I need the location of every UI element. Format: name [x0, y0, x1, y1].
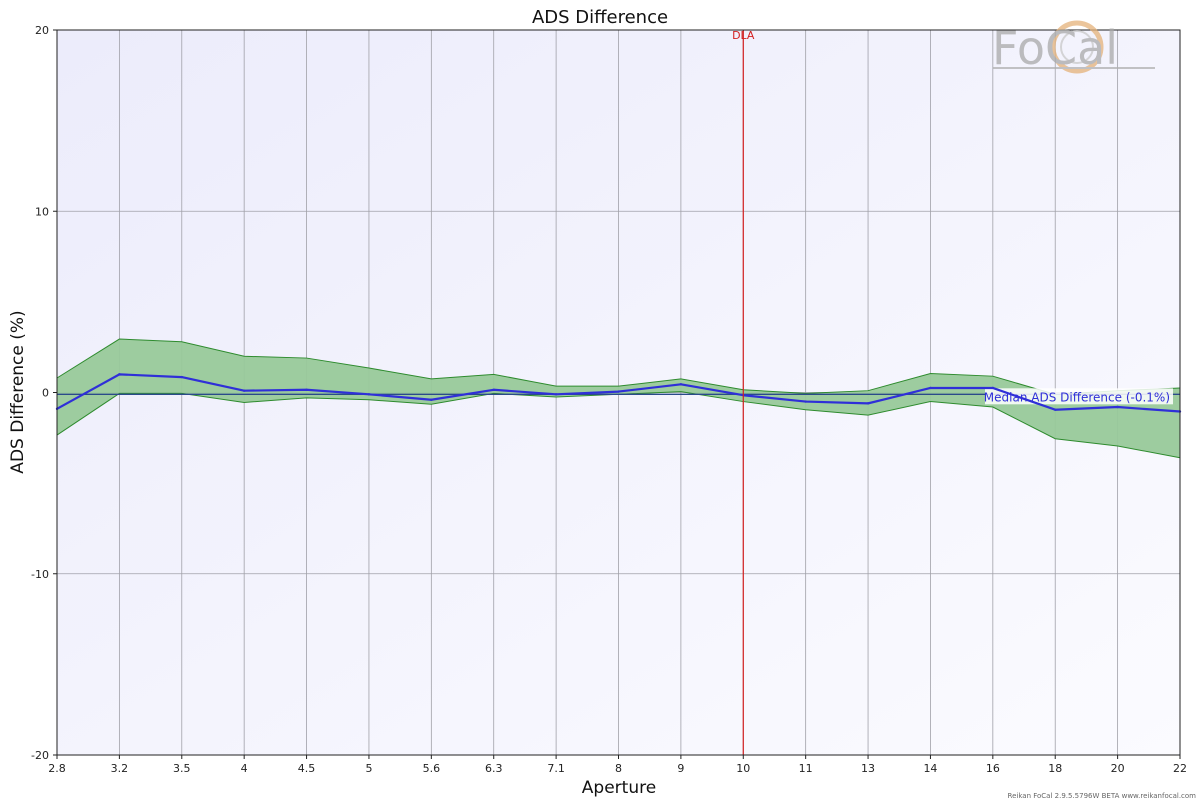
x-tick-label: 11 — [799, 762, 813, 775]
y-tick-label: 10 — [35, 205, 49, 218]
median-series-point — [118, 373, 121, 376]
x-tick-label: 4 — [241, 762, 248, 775]
median-series-point — [929, 386, 932, 390]
x-tick-label: 3.2 — [111, 762, 129, 775]
x-tick-label: 14 — [923, 762, 937, 775]
median-series-point — [866, 402, 870, 405]
x-tick-label: 18 — [1048, 762, 1062, 775]
x-tick-label: 9 — [677, 762, 684, 775]
x-tick-label: 8 — [615, 762, 622, 775]
y-tick-label: 20 — [35, 24, 49, 37]
x-tick-label: 10 — [736, 762, 750, 775]
x-tick-label: 13 — [861, 762, 875, 775]
x-tick-label: 7.1 — [547, 762, 565, 775]
median-series-point — [367, 393, 371, 396]
x-tick-label: 4.5 — [298, 762, 316, 775]
median-reference-label: Median ADS Difference (-0.1%) — [984, 390, 1170, 404]
logo-text: FoCal — [992, 21, 1118, 75]
median-series — [55, 373, 1182, 413]
focal-logo: FoCal — [992, 20, 1155, 75]
x-tick-label: 16 — [986, 762, 1000, 775]
median-label-bg — [985, 388, 1173, 405]
median-series-point — [430, 398, 433, 401]
median-series-point — [492, 388, 495, 391]
y-axis-label: ADS Difference (%) — [8, 310, 28, 473]
x-tick-label: 2.8 — [48, 762, 66, 775]
x-tick-label: 3.5 — [173, 762, 191, 775]
x-tick-label: 20 — [1111, 762, 1125, 775]
median-series-point — [554, 393, 558, 396]
chart-title: ADS Difference — [532, 7, 668, 28]
median-series-point — [305, 388, 308, 391]
dla-label: DLA — [732, 29, 755, 42]
median-series-point — [804, 400, 807, 403]
footer-credit: Reikan FoCal 2.9.5.5796W BETA www.reikan… — [1008, 792, 1197, 800]
median-series-point — [1116, 405, 1119, 409]
y-tick-label: -20 — [31, 749, 49, 762]
median-series-point — [180, 375, 183, 379]
x-axis-label: Aperture — [582, 778, 656, 798]
dla-marker: DLA — [732, 29, 755, 755]
median-series-point — [242, 389, 246, 392]
range-band-upper — [56, 338, 1181, 395]
x-tick-label: 5.6 — [423, 762, 441, 775]
x-tick-label: 5 — [365, 762, 372, 775]
x-tick-label: 22 — [1173, 762, 1187, 775]
median-series-point — [617, 390, 620, 393]
median-series-point — [991, 386, 995, 390]
median-series-point — [1054, 408, 1057, 411]
logo-ring — [1050, 20, 1104, 74]
plot-border — [56, 29, 1181, 756]
tick-labels: 2.8 3.2 3.5 4 4.5 5 5.6 6.3 7.1 8 9 10 11 13 14 16 18 20 2… — [31, 24, 1187, 775]
y-tick-label: 0 — [42, 387, 49, 400]
y-tick-label: -10 — [31, 568, 49, 581]
median-series-point — [679, 383, 683, 386]
range-band-area — [57, 339, 1180, 458]
logo-inner-ring — [1060, 30, 1094, 64]
x-tick-label: 6.3 — [485, 762, 503, 775]
